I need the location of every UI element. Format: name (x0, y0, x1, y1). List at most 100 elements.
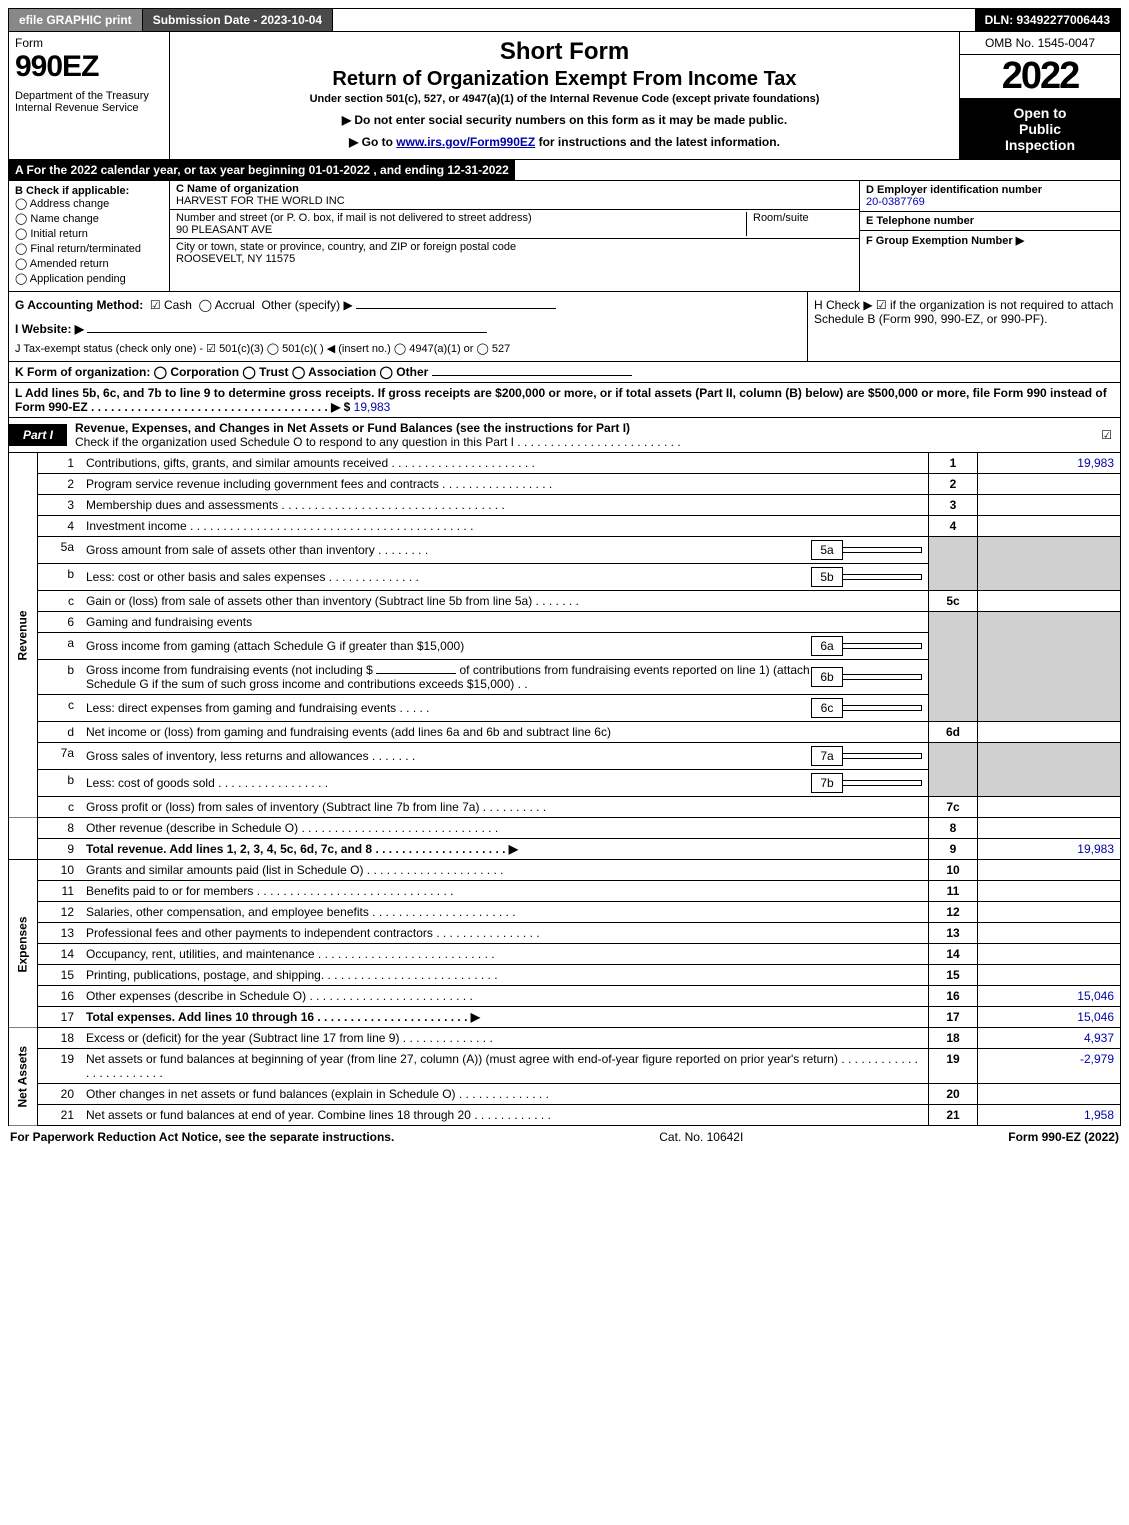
chk-initial-return[interactable]: ◯ Initial return (15, 227, 163, 240)
efile-print-button[interactable]: efile GRAPHIC print (9, 9, 143, 31)
submission-date-button[interactable]: Submission Date - 2023-10-04 (143, 9, 333, 31)
header-right: OMB No. 1545-0047 2022 Open to Public In… (959, 32, 1120, 159)
accounting-other[interactable]: Other (specify) ▶ (261, 298, 352, 312)
line-21-num: 21 (38, 1105, 81, 1126)
line-13-amount (978, 923, 1121, 944)
line-5b-desc: Less: cost or other basis and sales expe… (80, 564, 929, 591)
line-6abc-greybox (929, 612, 978, 722)
revenue-side-spacer (9, 818, 38, 860)
ein-value: 20-0387769 (866, 196, 1114, 208)
website-input[interactable] (87, 332, 487, 333)
line-20-num: 20 (38, 1084, 81, 1105)
netassets-side-label: Net Assets (9, 1028, 38, 1126)
line-13-box: 13 (929, 923, 978, 944)
line-7a-desc: Gross sales of inventory, less returns a… (80, 743, 929, 770)
line-11-amount (978, 881, 1121, 902)
line-1-box: 1 (929, 453, 978, 474)
chk-application-pending[interactable]: ◯ Application pending (15, 272, 163, 285)
chk-amended-return[interactable]: ◯ Amended return (15, 257, 163, 270)
section-a: A For the 2022 calendar year, or tax yea… (9, 160, 515, 180)
accounting-accrual[interactable]: Accrual (215, 298, 255, 312)
line-13-num: 13 (38, 923, 81, 944)
irs-link[interactable]: www.irs.gov/Form990EZ (396, 135, 535, 149)
chk-address-change[interactable]: ◯ Address change (15, 197, 163, 210)
chk-final-return[interactable]: ◯ Final return/terminated (15, 242, 163, 255)
accounting-cash[interactable]: Cash (164, 298, 192, 312)
line-21-amount: 1,958 (978, 1105, 1121, 1126)
line-4-box: 4 (929, 516, 978, 537)
chk-name-change[interactable]: ◯ Name change (15, 212, 163, 225)
line-6a-subbox: 6a (811, 636, 843, 656)
header-center: Short Form Return of Organization Exempt… (170, 32, 959, 159)
line-14-box: 14 (929, 944, 978, 965)
footer-right: Form 990-EZ (2022) (1008, 1130, 1119, 1144)
line-6b-blank[interactable] (376, 673, 456, 674)
website-label: I Website: ▶ (15, 322, 84, 336)
line-5a-subval (843, 547, 922, 553)
line-5a-text: Gross amount from sale of assets other t… (86, 543, 811, 557)
section-l: L Add lines 5b, 6c, and 7b to line 9 to … (9, 383, 1120, 417)
line-9-desc: Total revenue. Add lines 1, 2, 3, 4, 5c,… (80, 839, 929, 860)
line-5b-num: b (38, 564, 81, 591)
part1-title-text: Revenue, Expenses, and Changes in Net As… (75, 421, 630, 435)
section-k-other-input[interactable] (432, 375, 632, 376)
chk-initial-return-label: Initial return (30, 228, 87, 240)
page-footer: For Paperwork Reduction Act Notice, see … (8, 1126, 1121, 1148)
chk-amended-return-label: Amended return (30, 258, 109, 270)
line-17-num: 17 (38, 1007, 81, 1028)
street-row: Number and street (or P. O. box, if mail… (170, 210, 859, 239)
chk-final-return-label: Final return/terminated (30, 243, 141, 255)
line-11-num: 11 (38, 881, 81, 902)
line-3-desc: Membership dues and assessments . . . . … (80, 495, 929, 516)
line-5a-num: 5a (38, 537, 81, 564)
line-7c-desc: Gross profit or (loss) from sales of inv… (80, 797, 929, 818)
section-l-row: L Add lines 5b, 6c, and 7b to line 9 to … (8, 383, 1121, 418)
street-value: 90 PLEASANT AVE (176, 224, 746, 236)
line-17-amount: 15,046 (978, 1007, 1121, 1028)
line-6b-num: b (38, 660, 81, 695)
group-exemption-block: F Group Exemption Number ▶ (860, 231, 1120, 291)
line-4-amount (978, 516, 1121, 537)
section-gh: G Accounting Method: ☑ Cash ◯ Accrual Ot… (8, 292, 1121, 362)
line-6-num: 6 (38, 612, 81, 633)
part1-check-line: Check if the organization used Schedule … (75, 435, 681, 449)
line-7c-amount (978, 797, 1121, 818)
line-20-box: 20 (929, 1084, 978, 1105)
section-j: J Tax-exempt status (check only one) - ☑… (15, 342, 801, 355)
line-20-desc: Other changes in net assets or fund bala… (80, 1084, 929, 1105)
line-7b-subval (843, 780, 922, 786)
tax-year: 2022 (960, 55, 1120, 99)
city-label: City or town, state or province, country… (176, 241, 516, 253)
revenue-table: Revenue 1 Contributions, gifts, grants, … (8, 453, 1121, 860)
line-12-box: 12 (929, 902, 978, 923)
line-10-box: 10 (929, 860, 978, 881)
line-6c-text: Less: direct expenses from gaming and fu… (86, 701, 811, 715)
line-4-desc: Investment income . . . . . . . . . . . … (80, 516, 929, 537)
part1-schedule-o-checkbox[interactable]: ☑ (1093, 425, 1120, 445)
footer-center: Cat. No. 10642I (659, 1130, 743, 1144)
line-3-box: 3 (929, 495, 978, 516)
line-19-num: 19 (38, 1049, 81, 1084)
omb-number: OMB No. 1545-0047 (960, 32, 1120, 55)
accounting-method-label: G Accounting Method: (15, 298, 143, 312)
line-6b-desc: Gross income from fundraising events (no… (80, 660, 929, 695)
line-10-desc: Grants and similar amounts paid (list in… (80, 860, 929, 881)
section-k-row: K Form of organization: ◯ Corporation ◯ … (8, 362, 1121, 383)
line-6b-subval (843, 674, 922, 680)
accounting-other-input[interactable] (356, 308, 556, 309)
line-6c-num: c (38, 695, 81, 722)
part1-tab: Part I (9, 424, 67, 446)
line-2-num: 2 (38, 474, 81, 495)
line-7ab-greybox (929, 743, 978, 797)
line-5c-amount (978, 591, 1121, 612)
line-16-desc: Other expenses (describe in Schedule O) … (80, 986, 929, 1007)
footer-left: For Paperwork Reduction Act Notice, see … (10, 1130, 394, 1144)
line-15-num: 15 (38, 965, 81, 986)
line-7b-text: Less: cost of goods sold . . . . . . . .… (86, 776, 811, 790)
line-7b-num: b (38, 770, 81, 797)
org-name-row: C Name of organization HARVEST FOR THE W… (170, 181, 859, 210)
line-1-num: 1 (38, 453, 81, 474)
form-header: Form 990EZ Department of the Treasury In… (8, 32, 1121, 160)
revenue-side-label: Revenue (9, 453, 38, 818)
form-number: 990EZ (15, 50, 163, 84)
